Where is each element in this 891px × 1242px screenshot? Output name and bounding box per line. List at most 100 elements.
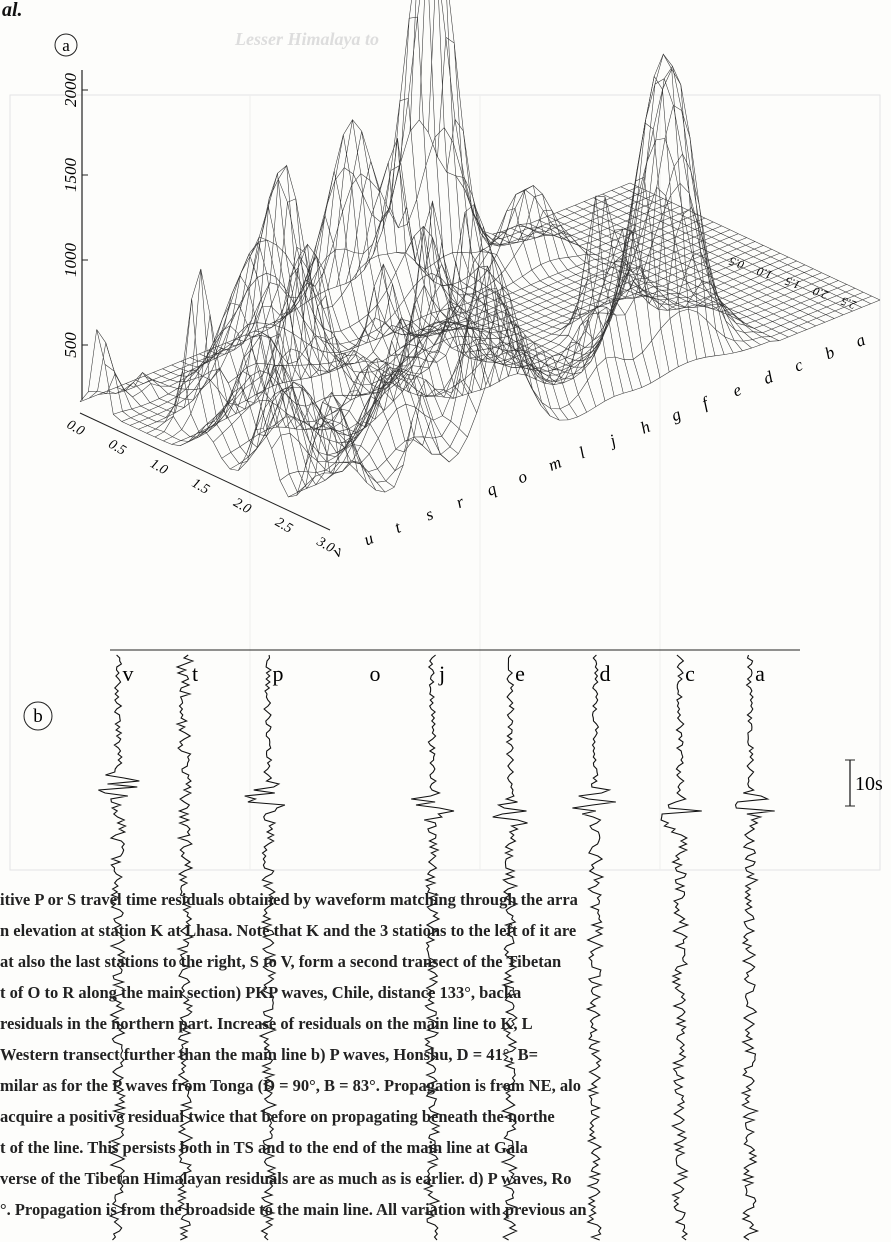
seismogram xyxy=(660,654,702,1241)
trace-label: o xyxy=(370,661,381,686)
wire-line xyxy=(188,233,739,443)
trace-label: d xyxy=(600,661,611,686)
station-label: f xyxy=(699,393,713,413)
panel-label-circle xyxy=(54,33,78,57)
caption-line: itive P or S travel time residuals obtai… xyxy=(0,890,578,909)
seismogram xyxy=(98,654,140,1241)
bleed-title: Lesser Himalaya to xyxy=(234,29,379,49)
station-label: t xyxy=(392,517,405,537)
wire-line xyxy=(179,229,731,446)
wire-line xyxy=(213,245,764,443)
wire-line xyxy=(238,195,789,471)
wire-line xyxy=(180,302,432,447)
station-label: h xyxy=(638,417,653,438)
wire-line xyxy=(313,182,864,473)
panel-label-circle xyxy=(23,701,53,731)
z-tick-label: 500 xyxy=(61,332,80,358)
wire-line xyxy=(271,186,822,463)
caption-line: residuals in the northern part. Increase… xyxy=(0,1014,533,1033)
wire-line xyxy=(113,138,664,415)
header-text: al. xyxy=(2,0,23,21)
wire-line xyxy=(96,0,647,390)
x-tick-label: 1.0 xyxy=(147,456,170,478)
wire-line xyxy=(329,299,881,493)
station-label: q xyxy=(484,479,499,500)
caption-line: milar as for the P waves from Tonga (D =… xyxy=(0,1076,581,1095)
wire-line xyxy=(121,165,672,422)
seismogram xyxy=(411,654,455,1241)
caption-line: n elevation at station K at Lhasa. Note … xyxy=(0,921,577,940)
x-tick-label: 0.0 xyxy=(64,417,87,439)
caption-line: verse of the Tibetan Himalayan residuals… xyxy=(0,1169,572,1188)
caption-line: at also the last stations to the right, … xyxy=(0,952,562,971)
x-tick-label: 2.5 xyxy=(272,515,295,537)
station-label: a xyxy=(853,330,868,351)
bleed-frame xyxy=(9,94,881,871)
wire-line xyxy=(196,237,747,434)
wire-line xyxy=(288,78,839,498)
trace-label: c xyxy=(685,661,695,686)
trace-label: j xyxy=(438,661,445,686)
panel-label: b xyxy=(33,706,43,727)
scale-label: 10s xyxy=(855,773,883,795)
station-label: l xyxy=(576,443,588,462)
z-tick-label: 1500 xyxy=(61,158,80,193)
wire-line xyxy=(153,332,404,472)
wire-line xyxy=(304,68,856,469)
caption-line: t of the line. This persists both in TS … xyxy=(0,1138,528,1157)
wire-line xyxy=(138,210,689,430)
wire-line xyxy=(79,119,631,402)
station-label: d xyxy=(761,367,776,388)
station-label: c xyxy=(791,355,806,376)
station-label: j xyxy=(605,431,619,451)
wire-line xyxy=(263,203,814,456)
station-label: g xyxy=(668,404,683,425)
depth-tick-label: 2.5 xyxy=(839,294,858,312)
depth-tick-label: 0.5 xyxy=(727,254,746,272)
seismogram xyxy=(244,654,286,1241)
seismogram xyxy=(492,654,528,1241)
wire-line xyxy=(146,213,697,434)
trace-label: t xyxy=(192,661,198,686)
wire-line xyxy=(296,53,847,496)
wire-line xyxy=(321,295,872,483)
x-tick-label: 1.5 xyxy=(189,476,212,498)
station-label: u xyxy=(361,529,376,550)
wire-line xyxy=(483,185,734,354)
x-axis xyxy=(79,412,331,531)
depth-tick-label: 2.0 xyxy=(811,284,830,302)
depth-tick-label: 1.5 xyxy=(783,274,802,292)
x-tick-label: 0.5 xyxy=(106,437,129,459)
wire-line xyxy=(88,0,639,394)
wire-line xyxy=(455,65,707,358)
station-label: s xyxy=(423,504,437,524)
wire-line xyxy=(104,119,656,398)
wire-line xyxy=(279,138,831,481)
seismogram xyxy=(175,654,195,1241)
wireframe xyxy=(79,0,881,498)
caption-line: °. Propagation is from the broadside to … xyxy=(0,1200,587,1219)
trace-label: v xyxy=(123,661,134,686)
wire-line xyxy=(254,264,806,443)
panel-label: a xyxy=(62,36,70,55)
trace-label: e xyxy=(515,661,525,686)
station-label: r xyxy=(453,492,467,512)
station-label: b xyxy=(822,342,837,363)
wire-line xyxy=(229,252,781,470)
depth-tick-label: 1.0 xyxy=(755,264,774,282)
trace-label: a xyxy=(755,661,765,686)
z-tick-label: 1000 xyxy=(61,243,80,278)
station-label: v xyxy=(330,541,345,562)
seismogram xyxy=(572,654,616,1241)
z-tick-label: 2000 xyxy=(61,73,80,108)
wire-line xyxy=(437,36,688,363)
wire-line xyxy=(129,185,681,426)
station-label: m xyxy=(546,453,565,475)
station-label: o xyxy=(515,466,530,487)
caption-line: acquire a positive residual twice that b… xyxy=(0,1107,555,1126)
seismogram xyxy=(734,654,775,1241)
caption-line: Western transect further than the main l… xyxy=(0,1045,538,1064)
station-label: e xyxy=(730,380,745,401)
